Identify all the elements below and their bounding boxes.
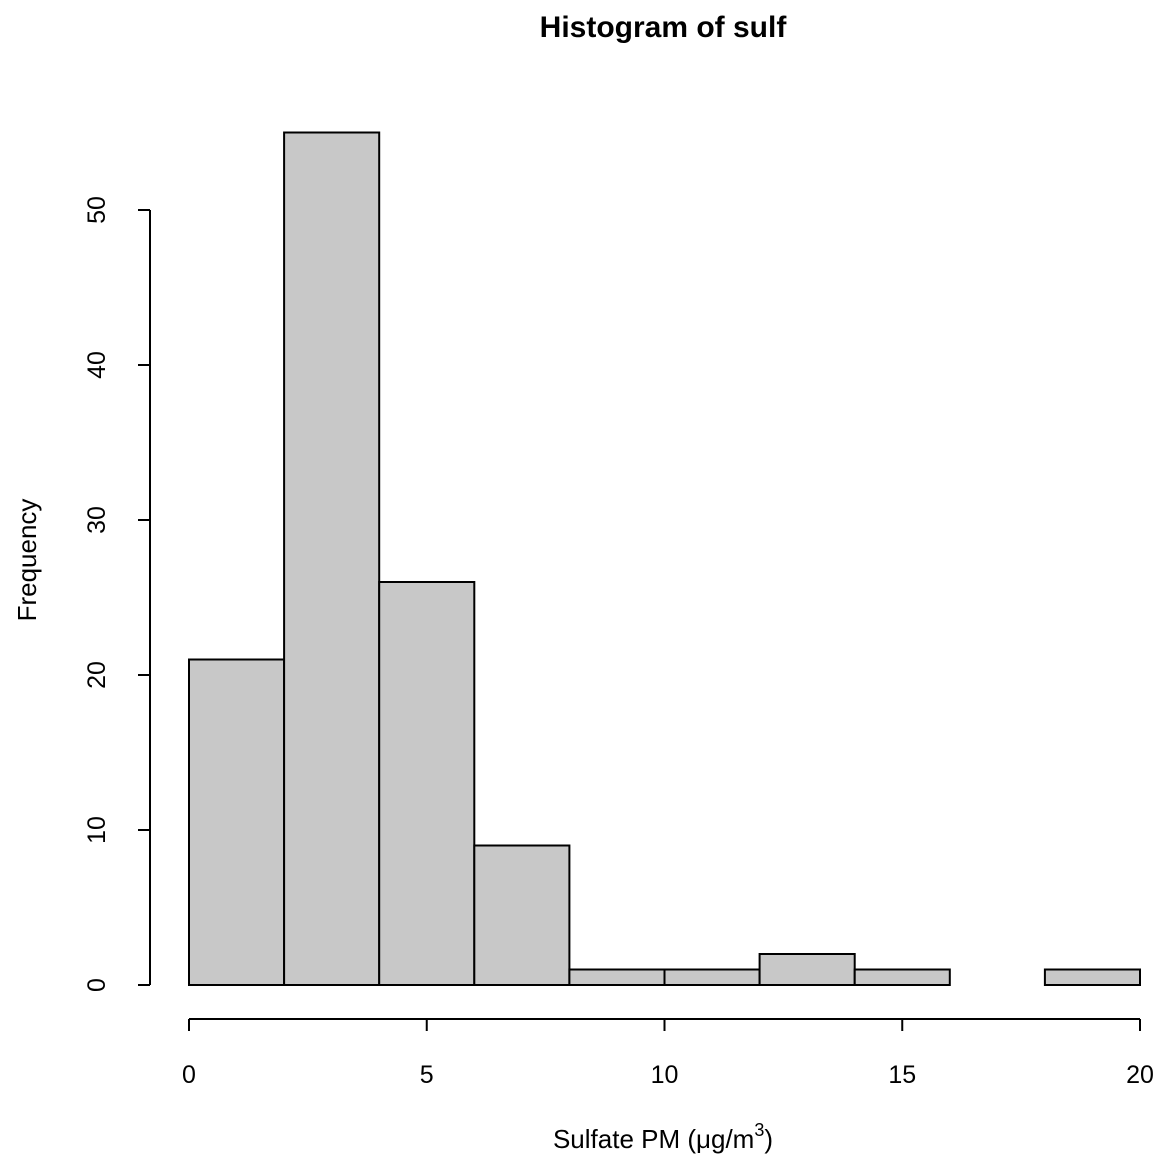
y-tick-label-3: 30 [83,506,111,534]
y-tick-label-2: 20 [83,661,111,689]
x-axis-label-superscript: 3 [754,1120,764,1140]
histogram-bar-1 [283,131,381,986]
bars-group [188,131,1142,986]
y-tick-label-0: 0 [83,978,111,992]
y-axis: 0 10 20 30 40 50 [83,196,151,992]
histogram-bar-4 [568,968,666,986]
histogram-bar-6 [758,953,856,986]
x-tick-label-3: 15 [888,1061,916,1089]
x-axis-label-mu: μ [696,1124,711,1154]
chart-title: Histogram of sulf [540,11,788,44]
y-tick-label-5: 50 [83,196,111,224]
x-axis-label: Sulfate PM (μg/m3) [553,1120,773,1154]
x-tick-label-4: 20 [1126,1061,1154,1089]
histogram-bar-2 [378,581,476,986]
x-tick-label-0: 0 [182,1061,196,1089]
y-tick-label-4: 40 [83,351,111,379]
y-tick-label-1: 10 [83,816,111,844]
histogram-bar-5 [663,968,761,986]
histogram-bar-7 [853,968,951,986]
x-axis-label-unit: g/m [711,1124,754,1154]
y-axis-label: Frequency [12,499,42,622]
x-tick-label-2: 10 [651,1061,679,1089]
x-tick-label-1: 5 [420,1061,434,1089]
histogram-bar-3 [473,844,571,986]
histogram-bar-0 [188,658,286,986]
x-axis-label-main: Sulfate PM ( [553,1124,696,1154]
x-axis-label-close: ) [764,1124,773,1154]
histogram-bar-9 [1043,968,1142,986]
x-axis: 0 5 10 15 20 [182,1018,1154,1089]
